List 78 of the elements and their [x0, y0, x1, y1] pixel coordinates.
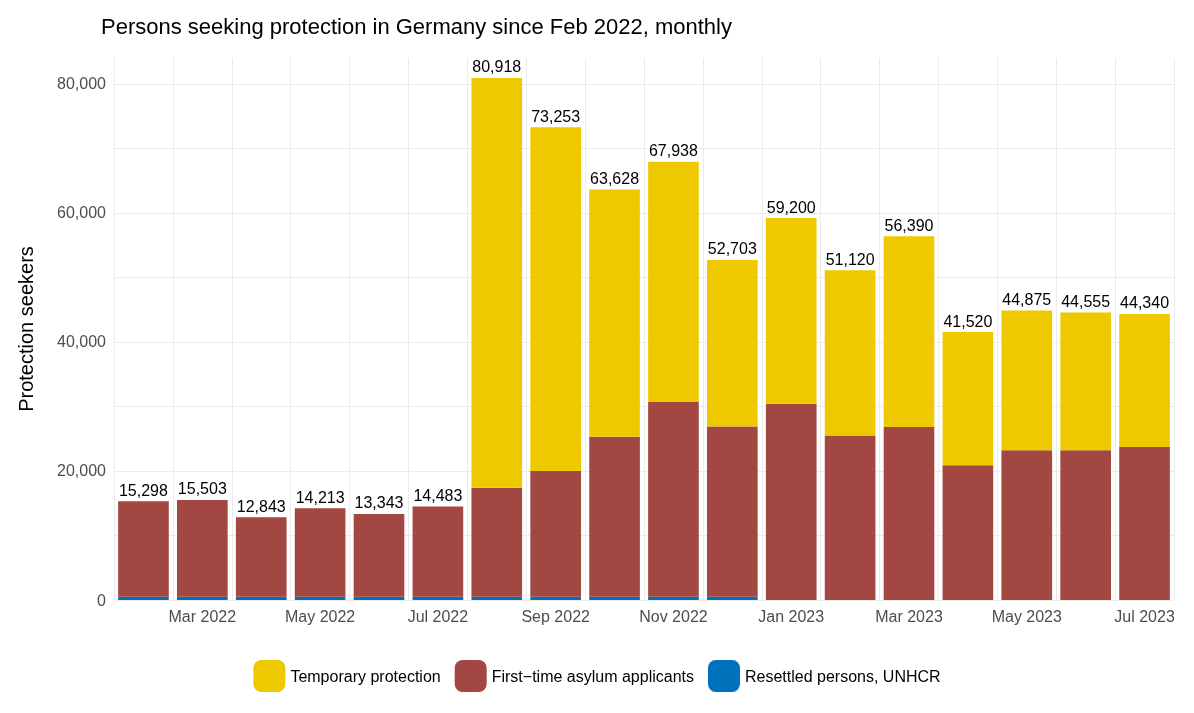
total-label: 41,520	[943, 312, 993, 330]
total-label: 51,120	[825, 250, 875, 268]
bar	[589, 189, 640, 437]
x-tick-label: Jul 2022	[407, 607, 469, 625]
bar	[118, 596, 169, 600]
bar	[235, 517, 287, 597]
bar	[589, 596, 640, 600]
x-tick-label: Sep 2022	[521, 607, 591, 625]
legend-label: Temporary protection	[290, 667, 441, 685]
x-tick-label: Mar 2023	[875, 607, 943, 625]
bar	[412, 596, 464, 600]
bar	[942, 332, 994, 466]
total-label: 56,390	[884, 216, 934, 234]
bar	[824, 270, 876, 436]
bar	[942, 465, 994, 600]
bar	[883, 427, 935, 600]
bar	[648, 401, 699, 597]
bar	[1001, 450, 1053, 600]
x-tick-label: Mar 2022	[168, 607, 237, 625]
y-tick-label: 80,000	[57, 75, 107, 93]
bar	[530, 470, 581, 597]
total-label: 14,483	[413, 487, 463, 505]
bar	[707, 596, 758, 600]
bar	[177, 499, 228, 597]
legend-label: First−time asylum applicants	[491, 667, 694, 685]
x-tick-label: May 2023	[991, 607, 1063, 625]
bar	[353, 513, 405, 597]
bar	[530, 596, 581, 600]
bar	[471, 77, 523, 488]
total-label: 67,938	[648, 142, 699, 160]
total-label: 52,703	[707, 240, 757, 258]
bar	[707, 426, 758, 597]
total-label: 44,340	[1120, 294, 1170, 312]
bar	[1060, 312, 1111, 451]
bar	[765, 403, 817, 600]
total-label: 59,200	[766, 198, 816, 216]
x-tick-label: Jan 2023	[758, 607, 825, 625]
bar	[1119, 313, 1170, 448]
total-label: 12,843	[236, 497, 286, 515]
x-tick-label: Nov 2022	[639, 607, 708, 625]
y-tick-label: 40,000	[57, 333, 107, 351]
y-tick-label: 20,000	[57, 462, 107, 480]
bar	[1060, 450, 1111, 600]
total-label: 63,628	[590, 169, 640, 187]
total-label: 44,555	[1061, 293, 1111, 311]
y-tick-label: 60,000	[57, 204, 107, 222]
bar	[824, 435, 876, 600]
bar	[648, 161, 699, 402]
legend-label: Resettled persons, UNHCR	[744, 667, 941, 685]
chart-title: Persons seeking protection in Germany since Feb 2022, monthly	[101, 13, 732, 39]
bar	[177, 596, 228, 600]
bar	[530, 127, 581, 471]
total-label: 13,343	[354, 494, 404, 512]
bar	[765, 218, 817, 404]
bar	[1001, 310, 1053, 451]
total-label: 15,298	[118, 481, 169, 499]
total-label: 44,875	[1002, 290, 1052, 308]
bar	[353, 596, 405, 600]
bar	[294, 508, 346, 597]
x-tick-label: May 2022	[284, 607, 356, 625]
bar	[883, 236, 935, 428]
total-label: 73,253	[531, 107, 581, 125]
bar	[471, 487, 523, 597]
total-label: 14,213	[295, 488, 345, 506]
bar	[1119, 447, 1170, 600]
y-axis-title: Protection seekers	[15, 246, 37, 412]
bar	[412, 506, 464, 597]
total-label: 80,918	[472, 58, 522, 76]
bar	[118, 501, 169, 597]
bar	[589, 436, 640, 597]
y-tick-label: 0	[97, 591, 107, 609]
bar	[471, 596, 523, 600]
bar	[235, 596, 287, 600]
x-tick-label: Jul 2023	[1114, 607, 1175, 625]
bar	[648, 596, 699, 600]
total-label: 15,503	[177, 480, 227, 498]
bar	[707, 259, 758, 427]
bar	[294, 596, 346, 600]
